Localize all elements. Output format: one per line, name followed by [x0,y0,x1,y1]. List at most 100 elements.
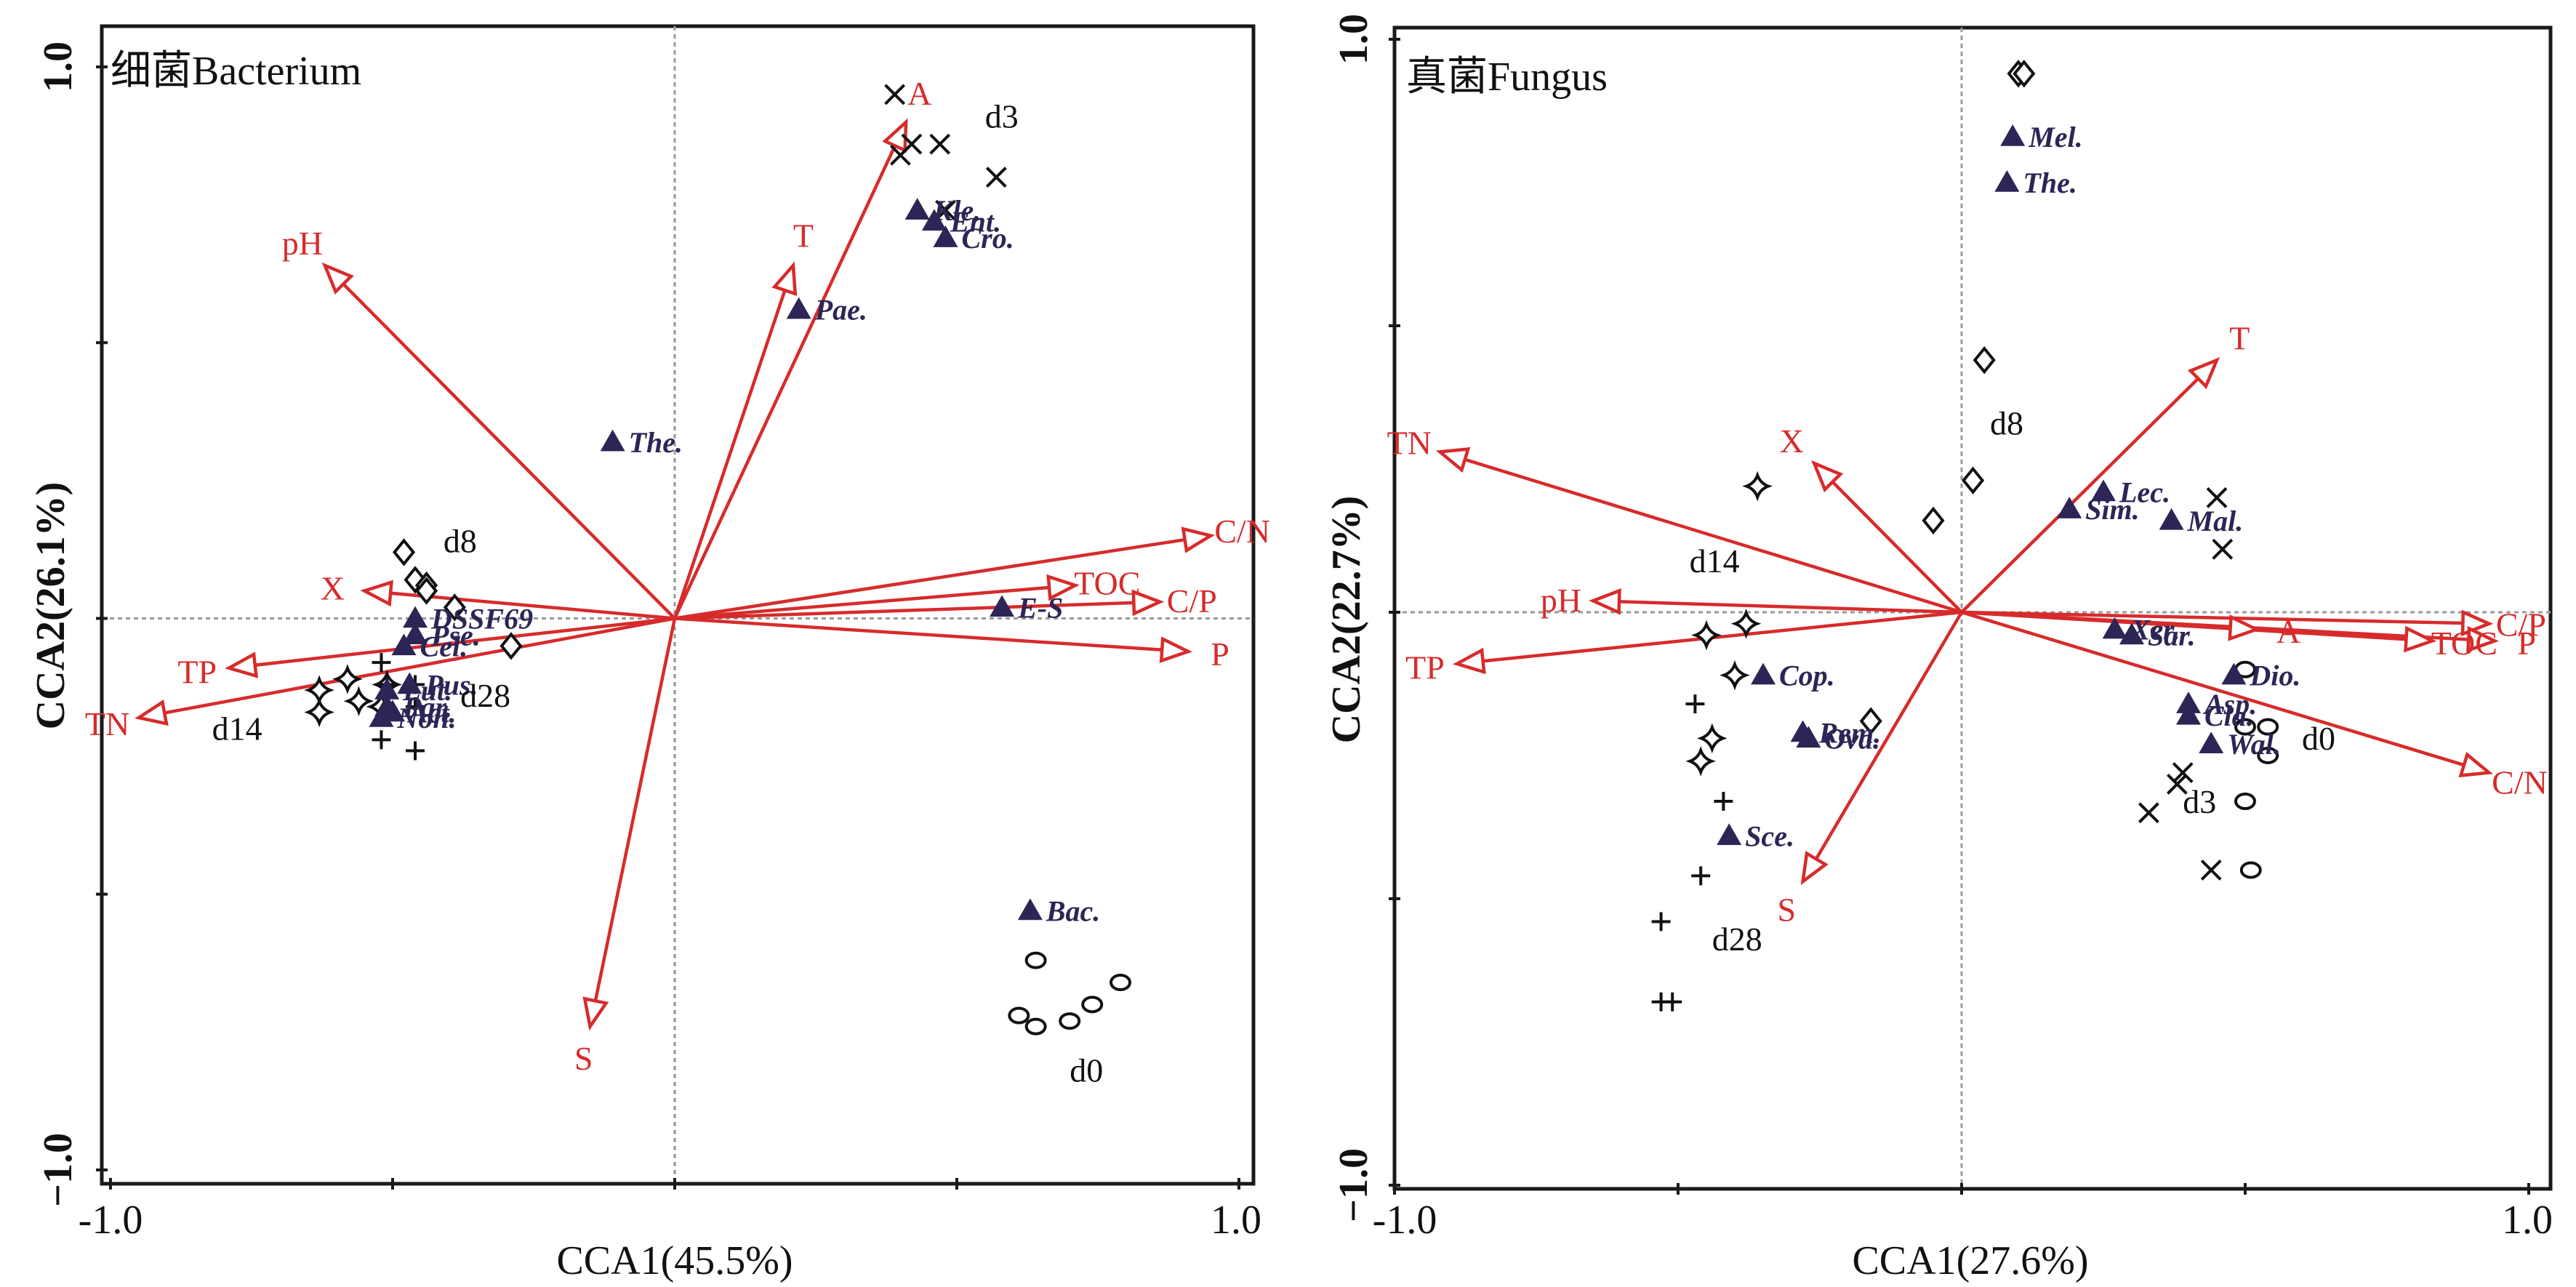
taxon-label: The. [629,426,683,459]
env-vector-line [588,618,677,1027]
sample-point-x [2200,859,2222,881]
env-vector-arrowhead [1800,851,1829,886]
taxon-label: Sce. [1745,819,1794,852]
sample-point-circle [1110,974,1132,992]
sample-group-label: d3 [985,97,1019,135]
taxon-marker [2221,662,2247,685]
taxon-label: E-S [1017,591,1063,624]
env-vector: TP [1405,610,1962,686]
x-axis-title: CCA1(27.6%) [1852,1238,2088,1283]
sample-group-d3 [2138,486,2234,881]
env-vector-arrowhead [2458,751,2493,778]
env-vector: TP [177,617,675,691]
taxon-label: Bac. [1046,895,1100,928]
plot-frame [100,24,1256,1186]
sample-point-diamond [443,593,466,622]
sample-group-label: d0 [2302,720,2335,757]
env-vector-line [1961,610,2489,626]
taxon-label: Mal. [2187,505,2244,537]
taxon-point: Lut. [374,674,452,707]
taxon-label: Sar. [2148,620,2196,652]
env-vector-label: pH [1541,582,1581,619]
env-vector: TOC [674,564,1140,620]
env-vector-label: C/P [2496,606,2546,644]
sample-group-labels: d3 d8 d28 d14 d0 [212,97,1104,1088]
panel-title: 真菌Fungus [1406,55,1608,100]
sample-point-plus [1714,792,1733,811]
taxon-point: Ent. [921,205,1001,238]
env-vector-line [138,617,675,720]
y-axis-title: CCA2(22.7%) [1324,496,1369,744]
sample-group-label: d8 [1990,405,2023,442]
fungus-panel: T X TN pH TP S C/PP TOC C/N A Mel. The. Lec.Sim. Mal… [1324,14,2553,1283]
sample-point-x [2166,773,2188,795]
sample-point-star4 [343,686,374,717]
env-vector-label: TP [177,654,217,691]
sample-point-diamond [392,538,416,566]
taxon-label: Act. [406,696,457,729]
sample-group-d0 [2234,660,2279,879]
taxon-point: Mal. [2159,505,2244,537]
sample-point-star4 [1685,746,1717,777]
sample-point-plus [1685,694,1705,714]
plot-border [100,24,1256,1186]
taxon-label: Pus. [425,669,478,702]
taxon-marker [786,297,811,319]
taxon-label: Mel. [2028,121,2082,153]
sample-point-plus [372,653,391,673]
sample-point-circle [1024,1017,1047,1035]
env-vector-line [674,600,1160,620]
taxon-label: Ova. [1824,722,1880,755]
taxon-label: Cel. [420,630,468,662]
taxon-point: Par. [374,691,452,723]
sample-group-d8 [1859,60,2036,735]
sample-points [304,84,1132,1035]
env-vector-arrowhead [135,699,169,726]
sample-point-circle [1008,1006,1030,1025]
env-vectors: T X TN pH TP S C/PP TOC C/N A [1387,319,2548,928]
env-vector-label: TN [85,705,129,742]
env-vector-arrowhead [1589,588,1621,615]
sample-group-d0 [1008,951,1132,1035]
env-vector: S [1777,611,1963,928]
sample-point-diamond [1962,466,1985,494]
sample-point-circle [2257,747,2279,764]
taxon-point: Pae. [786,294,867,326]
plot-frame [1392,25,2553,1191]
env-vector-line [1960,358,2218,614]
env-vector: A [1961,610,2300,650]
taxon-marker [2119,622,2144,645]
env-vector-line [1592,598,1962,614]
env-vector-line [673,121,908,620]
env-vector-label: T [793,217,814,254]
env-vector: C/N [1961,610,2548,801]
sample-point-diamond [499,632,523,660]
env-vector-arrowhead [225,651,259,678]
taxon-point: Pse. [403,619,481,651]
sample-point-star4 [1691,620,1722,651]
taxon-label: The. [2023,167,2077,199]
env-vector: A [673,75,931,620]
taxon-marker [2000,124,2026,146]
taxon-label: Pse. [430,619,481,651]
env-vector: TN [1387,424,1962,614]
plot-border [1392,25,2553,1191]
x-tick-label-min: -1.0 [79,1198,143,1243]
sample-point-star4 [1742,470,1773,502]
sample-point-x [2172,762,2194,784]
sample-point-plus [406,697,425,716]
sample-point-diamond [414,577,438,605]
taxon-marker [391,633,417,656]
sample-point-circle [2257,718,2279,736]
taxon-label: Asp. [2202,688,2257,721]
env-vector-label: A [907,75,931,112]
x-tick-label-max: 1.0 [1211,1198,1261,1243]
taxon-point: Pus. [397,669,478,702]
env-vector: X [1780,422,1963,614]
panel-title: 细菌Bacterium [111,49,361,94]
env-vector-line [1801,611,1963,883]
taxon-point: Asp. [2176,688,2257,721]
taxon-marker [2176,702,2201,725]
env-vector-label: C/N [2492,763,2548,801]
taxon-label: Lut. [402,674,452,707]
